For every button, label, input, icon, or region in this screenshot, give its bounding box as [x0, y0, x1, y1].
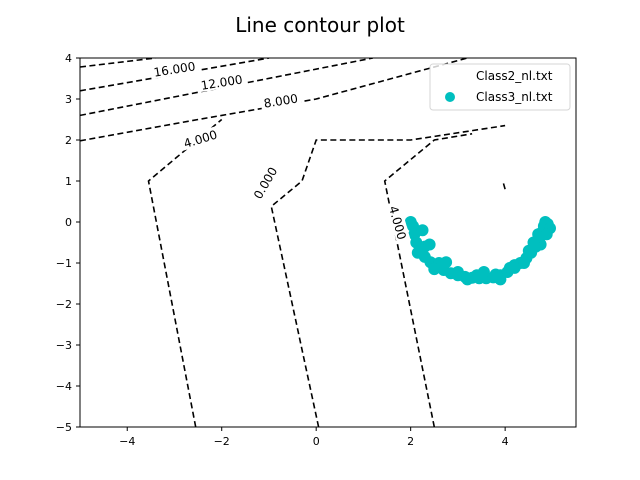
contour-line-3 [80, 58, 468, 142]
x-tick-label: −2 [214, 435, 230, 448]
scatter-point [416, 224, 429, 237]
scatter-point [428, 263, 441, 276]
y-tick-label: −2 [56, 298, 72, 311]
legend: Class2_nl.txt Class3_nl.txt [429, 63, 571, 111]
y-tick-label: −1 [56, 257, 72, 270]
axes-frame [79, 57, 577, 428]
contour-label: 0.000 [251, 165, 280, 202]
legend-marker [445, 92, 455, 102]
y-axis: −5 −4 −3 −2 −1 0 1 2 3 4 [56, 52, 80, 434]
plot-clip [80, 58, 556, 427]
chart-title: Line contour plot [235, 13, 405, 37]
contour-label-bg [386, 201, 411, 244]
contour-label: 16.000 [153, 59, 197, 79]
x-axis: −4 −2 0 2 4 [119, 427, 509, 448]
contour-label-bg [149, 57, 199, 80]
scatter-point [461, 273, 474, 286]
scatter-point [494, 273, 507, 286]
y-tick-label: 2 [65, 134, 72, 147]
contour-line-0 [80, 58, 156, 68]
contour-label-group: 4.000 [179, 125, 222, 151]
y-tick-label: −5 [56, 421, 72, 434]
x-tick-label: 0 [313, 435, 320, 448]
y-tick-label: 0 [65, 216, 72, 229]
scatter-point [477, 266, 490, 278]
contour-line-6 [147, 118, 223, 427]
contour-line-7 [502, 180, 506, 190]
contour-line-4 [270, 124, 506, 427]
scatter-point [527, 236, 540, 249]
contour-label-group: 16.000 [149, 57, 199, 80]
contour-label: 12.000 [200, 72, 244, 92]
contour-line-5 [383, 133, 473, 427]
contour-label-group: 0.000 [248, 161, 281, 204]
contour-line-2 [80, 58, 374, 117]
contour-label-bg [248, 161, 281, 204]
contour-label: 4.000 [182, 127, 219, 150]
scatter-point [540, 228, 553, 241]
contour-label-group: 8.000 [259, 90, 302, 111]
y-tick-label: 4 [65, 52, 72, 65]
y-tick-label: −3 [56, 339, 72, 352]
legend-marker [445, 71, 455, 81]
scatter-point [404, 216, 417, 228]
scatter-point [518, 257, 530, 269]
contour-label: 8.000 [263, 91, 299, 110]
y-tick-label: −4 [56, 380, 72, 393]
scatter-point [503, 261, 516, 274]
contour-label-bg [197, 71, 246, 93]
legend-label: Class2_nl.txt [476, 69, 553, 83]
scatter-point [440, 256, 453, 269]
scatter-point [423, 238, 436, 251]
y-tick-label: 3 [65, 93, 72, 106]
legend-box [429, 63, 571, 111]
scatter-point [411, 246, 424, 259]
contour-label-bg [259, 90, 302, 111]
contour-label-bg [179, 125, 222, 151]
x-tick-label: −4 [119, 435, 135, 448]
contour-label-group: 12.000 [197, 71, 246, 93]
scatter-point [451, 266, 464, 278]
scatter-series-class3 [404, 216, 556, 286]
contour-label: 4.000 [386, 204, 409, 241]
x-tick-label: 2 [407, 435, 414, 448]
legend-label: Class3_nl.txt [476, 90, 553, 104]
y-tick-label: 1 [65, 175, 72, 188]
x-tick-label: 4 [502, 435, 509, 448]
